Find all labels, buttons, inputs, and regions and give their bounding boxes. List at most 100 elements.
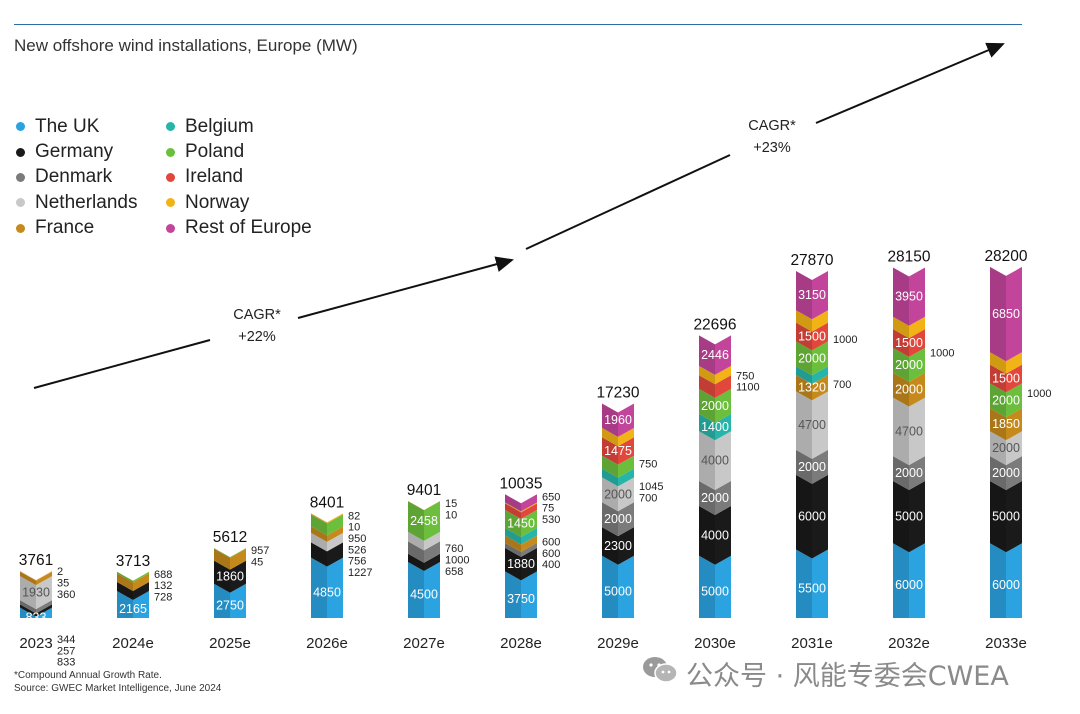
bar-2030e-the-uk-right [715,555,731,618]
bar-2032e-denmark-right [909,456,925,491]
legend-label: Belgium [185,115,254,137]
legend-swatch [166,198,175,208]
bar-2027e-the-uk-left [408,561,424,618]
bar-2030e-ireland-left [699,375,715,398]
bar-2032e-germany-left [893,481,909,553]
legend-swatch [16,223,25,233]
bar-2033e-netherlands-right [1006,431,1022,466]
bar-2028e-france-right [521,535,537,552]
bar-2028e-rest-of-europe-left [505,494,521,512]
cagr-arrow-2-tail [525,154,731,250]
cagr-label-1: CAGR* [233,307,281,323]
bar-2023-norway-right [36,571,52,581]
data-label-side: 700 [639,492,657,504]
bar-2031e-france-right [812,374,828,401]
bar-2031e-ireland-right [812,322,828,351]
bar-2030e-belgium-right [715,413,731,441]
bar-2031e-denmark-left [796,449,812,484]
bar-2033e-germany-right [1006,481,1022,553]
data-label-side: 45 [251,556,263,568]
bar-2024e-germany-left [117,581,133,601]
data-label-inside: 2165 [119,602,147,616]
legend-swatch [16,198,25,208]
bar-2031e-rest-of-europe-left [796,271,812,320]
bar-2026e-ireland-left [311,514,327,524]
legend-item-rest-of-europe: Rest of Europe [166,216,326,241]
bar-2029e-norway-right [618,427,634,447]
bar-2031e-norway-right [812,310,828,332]
bar-2029e-germany-right [618,527,634,565]
bar-2026e-norway-left [311,513,327,524]
total-label-2030e: 22696 [693,316,736,333]
bar-2030e-netherlands-right [715,431,731,491]
total-label-2031e: 27870 [790,252,833,269]
total-label-2023: 3761 [19,552,53,569]
bar-2024e-france-left [117,573,133,591]
bar-2033e-norway-right [1006,352,1022,374]
top-rule [14,24,1022,25]
bar-2028e-poland-left [505,509,521,537]
total-label-2026e: 8401 [310,494,344,511]
data-label-inside: 2000 [604,487,632,501]
data-label-inside: 2750 [216,598,244,612]
data-label-inside: 2000 [895,383,923,397]
data-label-side: 750 [736,370,754,382]
bar-2027e-germany-right [424,553,440,571]
data-label-inside: 2000 [992,393,1020,407]
data-label-inside: 3750 [507,592,535,606]
category-label-2028e: 2028e [500,635,542,652]
bar-2024e-poland-right [133,571,149,583]
bar-2033e-rest-of-europe-left [990,266,1006,362]
data-label-side: 2 [57,566,63,578]
bar-2029e-norway-left [602,427,618,447]
data-label-inside: 1860 [216,570,244,584]
bar-2026e-the-uk-right [327,557,343,618]
data-label-side: 1045 [639,481,663,493]
bar-2029e-poland-left [602,455,618,478]
data-label-inside: 1500 [895,336,923,350]
legend-item-netherlands: Netherlands [16,190,166,215]
wechat-icon [642,655,678,692]
bar-2023-the-uk-right [36,607,52,618]
bar-2032e-netherlands-right [909,397,925,466]
data-label-inside: 4000 [701,528,729,542]
category-label-2024e: 2024e [112,635,154,652]
bar-2029e-rest-of-europe-left [602,403,618,437]
data-label-inside: 4000 [701,454,729,468]
data-label-side: 35 [57,577,69,589]
data-label-inside: 6000 [992,578,1020,592]
bar-2028e-ireland-right [521,503,537,519]
legend-label: Ireland [185,166,244,188]
data-label-side: 15 [445,498,457,510]
bar-2030e-poland-left [699,388,715,423]
legend: The UK Belgium Germany Poland Denmark Ireland… [16,114,326,241]
data-label-side: 833 [57,657,75,669]
bar-2032e-norway-left [893,316,909,339]
bar-2027e-norway-right [424,500,440,511]
watermark: 公众号 · 风能专委会CWEA [642,654,1009,693]
bar-2028e-germany-right [521,547,537,581]
bar-2025e-the-uk-left [214,583,230,618]
bar-2033e-the-uk-left [990,543,1006,618]
bar-2027e-netherlands-left [408,531,424,551]
total-label-2033e: 28200 [984,248,1027,265]
data-label-side: 658 [445,566,463,578]
footnote: *Compound Annual Growth Rate. [14,670,162,681]
data-label-side: 950 [348,533,366,545]
bar-2024e-france-right [133,573,149,591]
category-label-2025e: 2025e [209,635,251,652]
data-label-side: 1000 [930,348,954,360]
legend-item-poland: Poland [166,139,326,164]
bar-2024e-the-uk-left [117,591,133,618]
bar-2032e-the-uk-right [909,543,925,618]
bar-2026e-germany-right [327,542,343,567]
bar-2023-germany-right [36,604,52,617]
data-label-side: 10 [348,522,360,534]
data-label-inside: 4700 [798,418,826,432]
bar-2033e-ireland-right [1006,364,1022,393]
legend-swatch [166,172,175,182]
legend-item-ireland: Ireland [166,165,326,190]
bar-2026e-poland-left [311,514,327,536]
bar-2032e-rest-of-europe-left [893,267,909,326]
